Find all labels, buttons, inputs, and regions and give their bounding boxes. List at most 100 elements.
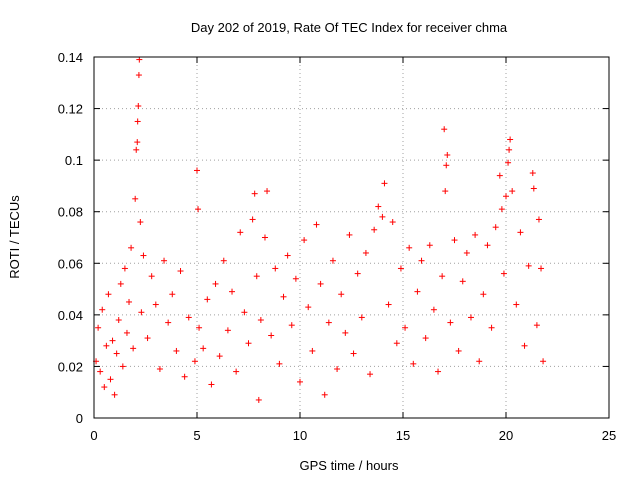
y-tick-label: 0.08 bbox=[58, 205, 83, 220]
data-point bbox=[439, 273, 446, 280]
data-point bbox=[451, 237, 458, 244]
data-point bbox=[119, 363, 126, 370]
data-point bbox=[472, 231, 479, 238]
data-point bbox=[441, 126, 448, 133]
data-point bbox=[169, 291, 176, 298]
data-point bbox=[381, 180, 388, 187]
data-point bbox=[385, 301, 392, 308]
y-tick-label: 0.02 bbox=[58, 359, 83, 374]
chart-title: Day 202 of 2019, Rate Of TEC Index for r… bbox=[191, 20, 508, 35]
data-point bbox=[447, 319, 454, 326]
data-point bbox=[426, 242, 433, 249]
data-point bbox=[138, 309, 145, 316]
y-axis: 0 0.02 0.04 0.06 0.08 0.1 0.12 0.14 bbox=[58, 50, 609, 426]
data-point bbox=[358, 314, 365, 321]
data-point bbox=[241, 309, 248, 316]
data-point bbox=[463, 249, 470, 256]
data-point bbox=[177, 268, 184, 275]
data-point bbox=[297, 378, 303, 385]
data-point bbox=[354, 270, 361, 277]
data-point bbox=[325, 319, 332, 326]
data-point bbox=[503, 193, 509, 200]
data-point bbox=[257, 317, 264, 324]
data-point bbox=[397, 265, 404, 272]
data-point bbox=[249, 216, 256, 223]
data-point bbox=[245, 340, 252, 347]
y-tick-label: 0.1 bbox=[65, 153, 83, 168]
data-point bbox=[455, 347, 462, 354]
data-point bbox=[185, 314, 192, 321]
data-point bbox=[443, 162, 450, 169]
data-point bbox=[379, 213, 386, 220]
y-axis-label: ROTI / TECUs bbox=[7, 195, 22, 279]
data-point bbox=[208, 381, 215, 388]
data-point bbox=[435, 368, 442, 375]
data-point bbox=[459, 278, 466, 285]
data-point bbox=[200, 345, 207, 352]
data-point bbox=[521, 342, 528, 349]
data-point bbox=[329, 257, 336, 264]
data-point bbox=[107, 376, 114, 383]
data-point bbox=[313, 221, 320, 228]
data-point bbox=[533, 322, 540, 329]
data-point bbox=[430, 306, 437, 313]
data-point bbox=[393, 340, 400, 347]
data-point bbox=[103, 342, 110, 349]
data-point bbox=[500, 270, 507, 277]
data-point bbox=[135, 102, 142, 109]
data-point bbox=[509, 188, 516, 195]
data-point bbox=[488, 324, 495, 331]
data-point bbox=[272, 265, 279, 272]
data-point bbox=[229, 288, 236, 295]
data-point bbox=[276, 360, 283, 367]
data-point bbox=[540, 358, 547, 365]
data-point bbox=[292, 275, 299, 282]
data-point bbox=[220, 257, 227, 264]
data-point bbox=[492, 224, 499, 231]
data-point bbox=[105, 291, 112, 298]
data-point bbox=[301, 237, 308, 244]
data-point bbox=[467, 314, 474, 321]
data-point bbox=[123, 329, 130, 336]
data-point bbox=[402, 324, 409, 331]
data-point bbox=[233, 368, 240, 375]
data-point bbox=[375, 203, 382, 210]
x-tick-label: 10 bbox=[293, 428, 307, 443]
data-point bbox=[525, 262, 532, 269]
data-point bbox=[406, 244, 413, 251]
data-point bbox=[264, 188, 271, 195]
data-point bbox=[253, 273, 260, 280]
x-tick-label: 25 bbox=[602, 428, 616, 443]
x-tick-label: 0 bbox=[90, 428, 97, 443]
data-point bbox=[109, 337, 116, 344]
data-point bbox=[288, 322, 295, 329]
data-point bbox=[133, 146, 140, 153]
data-point bbox=[389, 219, 396, 226]
data-point bbox=[350, 350, 357, 357]
y-tick-label: 0.04 bbox=[58, 308, 83, 323]
data-point bbox=[517, 229, 524, 236]
x-axis-label: GPS time / hours bbox=[300, 458, 399, 473]
data-point bbox=[137, 219, 144, 226]
data-point bbox=[334, 366, 341, 373]
data-point bbox=[136, 56, 143, 63]
data-point bbox=[480, 291, 487, 298]
data-point bbox=[135, 72, 142, 79]
data-point bbox=[212, 280, 219, 287]
data-point bbox=[204, 296, 211, 303]
data-point bbox=[529, 170, 536, 177]
data-point bbox=[261, 234, 268, 241]
data-point bbox=[101, 384, 108, 391]
plot-frame bbox=[93, 56, 610, 419]
data-point bbox=[535, 216, 542, 223]
data-point bbox=[305, 304, 312, 311]
data-point bbox=[195, 206, 202, 213]
data-point bbox=[538, 265, 545, 272]
data-point bbox=[111, 391, 118, 398]
data-point bbox=[476, 358, 483, 365]
data-point bbox=[507, 136, 514, 143]
data-point bbox=[442, 188, 449, 195]
x-axis: 0 5 10 15 20 25 bbox=[90, 57, 616, 443]
data-point bbox=[196, 324, 203, 331]
